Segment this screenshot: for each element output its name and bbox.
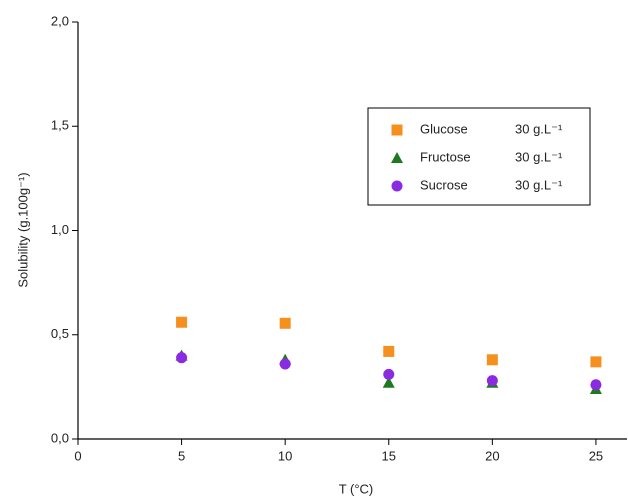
point [486,375,498,387]
point [176,352,188,364]
x-tick-label: 20 [485,448,499,463]
y-tick-label: 1,5 [51,118,69,133]
point [590,356,602,368]
point [383,368,395,380]
point [176,316,188,328]
legend-box [367,107,591,206]
x-tick-label: 15 [382,448,396,463]
x-tick-label: 10 [278,448,292,463]
x-axis-label: T (°C) [339,481,374,496]
legend-label: Sucrose [420,177,468,192]
legend-label: Fructose [420,149,471,164]
point [383,345,395,357]
point [382,376,395,388]
point [486,354,498,366]
y-tick-label: 0,5 [51,326,69,341]
y-tick-label: 2,0 [51,13,69,28]
legend-marker [391,180,403,192]
point [590,379,602,391]
legend-concentration: 30 g.L⁻¹ [515,177,563,192]
legend-marker [391,152,403,163]
legend-label: Glucose [420,121,468,136]
legend-marker [391,124,403,136]
y-axis-label: Solubility (g.100g⁻¹) [15,172,30,287]
y-tick-label: 1,0 [51,222,69,237]
point [279,317,291,329]
legend-concentration: 30 g.L⁻¹ [515,149,563,164]
x-tick-label: 25 [589,448,603,463]
point [279,358,291,370]
x-tick-label: 5 [178,448,185,463]
y-tick-label: 0,0 [51,430,69,445]
legend-concentration: 30 g.L⁻¹ [515,121,563,136]
x-tick-label: 0 [74,448,81,463]
